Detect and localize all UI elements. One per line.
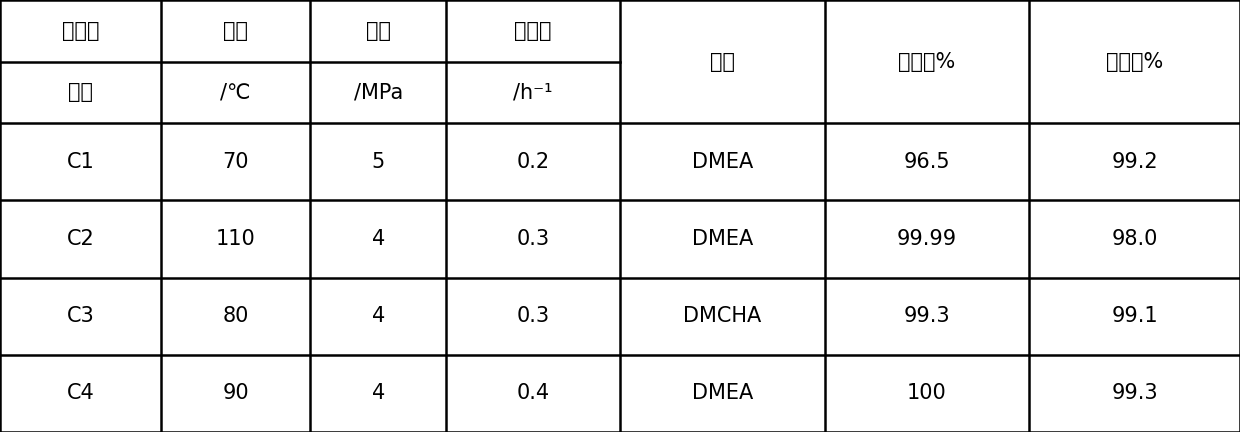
Text: /h⁻¹: /h⁻¹ [513,83,553,102]
Text: 80: 80 [222,306,249,326]
Text: 转化率%: 转化率% [898,51,956,72]
Text: 压力: 压力 [366,21,391,41]
Text: 种类: 种类 [68,83,93,102]
Text: 选择性%: 选择性% [1106,51,1163,72]
Text: 110: 110 [216,229,255,249]
Text: 4: 4 [372,383,384,403]
Text: /MPa: /MPa [353,83,403,102]
Text: 温度: 温度 [223,21,248,41]
Text: 70: 70 [222,152,249,172]
Text: 99.3: 99.3 [1111,383,1158,403]
Text: C1: C1 [67,152,94,172]
Text: 催化剂: 催化剂 [62,21,99,41]
Text: 0.2: 0.2 [517,152,549,172]
Text: 液空速: 液空速 [515,21,552,41]
Text: DMEA: DMEA [692,152,753,172]
Text: DMEA: DMEA [692,383,753,403]
Text: 99.99: 99.99 [897,229,957,249]
Text: C2: C2 [67,229,94,249]
Text: 0.3: 0.3 [517,306,549,326]
Text: DMEA: DMEA [692,229,753,249]
Text: 0.3: 0.3 [517,229,549,249]
Text: 96.5: 96.5 [904,152,950,172]
Text: C3: C3 [67,306,94,326]
Text: DMCHA: DMCHA [683,306,761,326]
Text: 100: 100 [906,383,947,403]
Text: 溶剂: 溶剂 [709,51,735,72]
Text: 90: 90 [222,383,249,403]
Text: 98.0: 98.0 [1111,229,1158,249]
Text: 4: 4 [372,306,384,326]
Text: 4: 4 [372,229,384,249]
Text: C4: C4 [67,383,94,403]
Text: 5: 5 [372,152,384,172]
Text: 99.1: 99.1 [1111,306,1158,326]
Text: 99.3: 99.3 [904,306,950,326]
Text: /℃: /℃ [221,83,250,102]
Text: 0.4: 0.4 [517,383,549,403]
Text: 99.2: 99.2 [1111,152,1158,172]
